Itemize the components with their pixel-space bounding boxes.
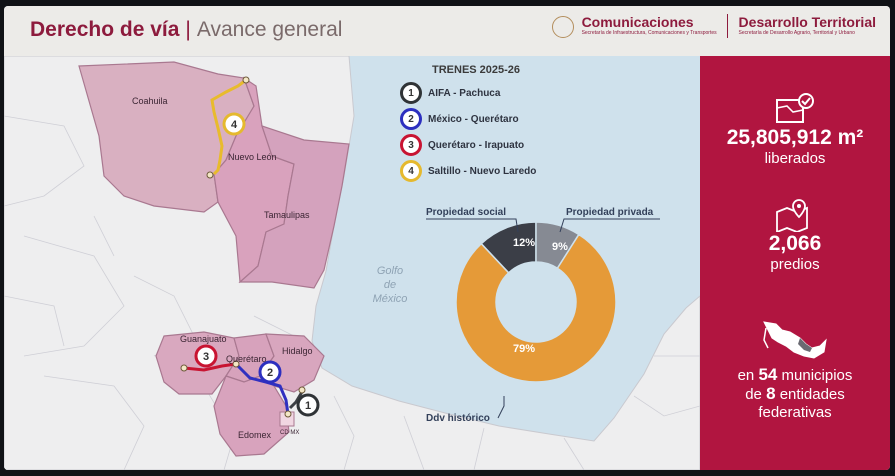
label-guanajuato: Guanajuato [180,334,227,344]
logo-desarrollo-tag: Secretaría de Desarrollo Agrario, Territ… [738,30,855,36]
donut-value-label-2: 9% [552,241,568,253]
legend-label-4: Saltillo - Nuevo Laredo [428,165,537,177]
label-edomex: Edomex [238,430,272,440]
stat-coverage-line1: en 54 municipios [700,366,890,385]
route-badge-1-label: 1 [305,400,311,412]
route-saltillo-nuevo-laredo [210,78,247,176]
route-badge-3: 3 [194,344,218,368]
route-badge-4: 4 [222,112,246,136]
legend-badge-2: 2 [400,108,422,130]
route-badge-4-label: 4 [231,119,238,131]
train-legend: TRENES 2025-26 1 AIFA - Pachuca 2 México… [400,64,536,184]
label-nuevo-leon: Nuevo León [228,152,277,162]
stat-line1-post: municipios [781,367,853,384]
legend-label-1: AIFA - Pachuca [428,87,501,99]
gulf-label-line3: México [373,293,408,305]
stat-properties-label: predios [770,256,820,273]
title-separator: | [185,18,191,41]
title-bold: Derecho de vía [30,18,180,41]
label-queretaro: Querétaro [226,354,267,364]
donut-callout-line-2 [559,218,660,233]
logo-desarrollo: Desarrollo Territorial Secretaría de Des… [739,14,876,36]
legend-item-2: 2 México - Querétaro [400,106,536,132]
title-subtitle: Avance general [196,18,343,41]
legend-title: TRENES 2025-26 [432,64,521,76]
stat-coverage-line2: de 8 entidades [700,385,890,404]
logo-comunicaciones: Comunicaciones Secretaría de Infraestruc… [582,14,717,36]
route-aifa-pachuca [288,391,304,410]
donut-value-label-1: 12% [513,237,535,249]
route-mexico-queretaro [234,362,290,415]
route-badge-2-label: 2 [267,367,273,379]
header-bar: Derecho de vía | Avance general Comunicaci… [4,6,890,56]
legend-label-3: Querétaro - Irapuato [428,139,525,151]
map-pin-icon [776,199,808,232]
donut-value-label-3: 79% [513,343,535,355]
stat-properties-value: 2,066 [768,232,822,255]
donut-category-label-1: Propiedad social [426,207,506,218]
legend-label-2: México - Querétaro [428,113,519,125]
stat-line2-post: entidades [779,386,845,403]
route-badge-1: 1 [296,393,320,417]
government-logos: Comunicaciones Secretaría de Infraestruc… [552,14,876,38]
mexico-map: 4 3 2 1 Coahuila Nuevo León Tamaulipas G… [4,56,700,470]
label-coahuila: Coahuila [132,96,168,106]
stat-municipalities-count: 54 [758,365,778,384]
page-title: Derecho de vía | Avance general [30,18,342,42]
legend-badge-1: 1 [400,82,422,104]
label-cdmx: CD MX [280,430,299,436]
presentation-screen: Derecho de vía | Avance general Comunicaci… [4,6,890,470]
gulf-label-line1: Golfo [377,265,403,277]
donut-callout-line-1 [426,218,519,233]
stat-entities-count: 8 [766,384,776,403]
stat-coverage: en 54 municipios de 8 entidades federati… [700,318,890,422]
state-tamaulipas [238,125,350,289]
stat-area-value: 25,805,912 m² [726,126,864,149]
label-tamaulipas: Tamaulipas [264,210,310,220]
legend-item-1: 1 AIFA - Pachuca [400,80,536,106]
stats-sidebar: 25,805,912 m² liberados 2,066 predios en… [700,56,890,470]
seal-icon [552,16,575,38]
legend-item-4: 4 Saltillo - Nuevo Laredo [400,158,536,184]
stat-coverage-line3: federativas [758,404,832,421]
legend-badge-3: 3 [400,134,422,156]
legend-badge-4: 4 [400,160,422,182]
route-badge-3-label: 3 [203,351,209,363]
stat-area-label: liberados [764,150,826,167]
logo-divider [727,14,729,38]
stat-properties: 2,066 predios [700,198,890,274]
logo-comunicaciones-name: Comunicaciones [581,14,694,30]
logo-desarrollo-name: Desarrollo Territorial [738,14,876,30]
map-check-icon [776,93,814,123]
label-hidalgo: Hidalgo [282,346,313,356]
logo-comunicaciones-tag: Secretaría de Infraestructura, Comunicac… [581,30,717,36]
route-endpoints [180,76,306,418]
donut-category-label-3: Ddv histórico [426,413,490,424]
donut-callout-line-3 [497,396,505,419]
mexico-map-icon [763,321,827,359]
donut-category-label-2: Propiedad privada [566,207,654,218]
stat-line1-pre: en [737,367,755,384]
stat-area-liberated: 25,805,912 m² liberados [700,92,890,168]
gulf-label-line2: de [384,279,396,291]
route-queretaro-irapuato [183,362,237,372]
donut-chart: 12% 9% 79% Propiedad social Propiedad privad… [426,207,660,424]
donut-slice-3 [455,233,617,383]
route-badge-2: 2 [258,360,282,384]
stat-line2-pre: de [745,386,762,403]
legend-item-3: 3 Querétaro - Irapuato [400,132,536,158]
